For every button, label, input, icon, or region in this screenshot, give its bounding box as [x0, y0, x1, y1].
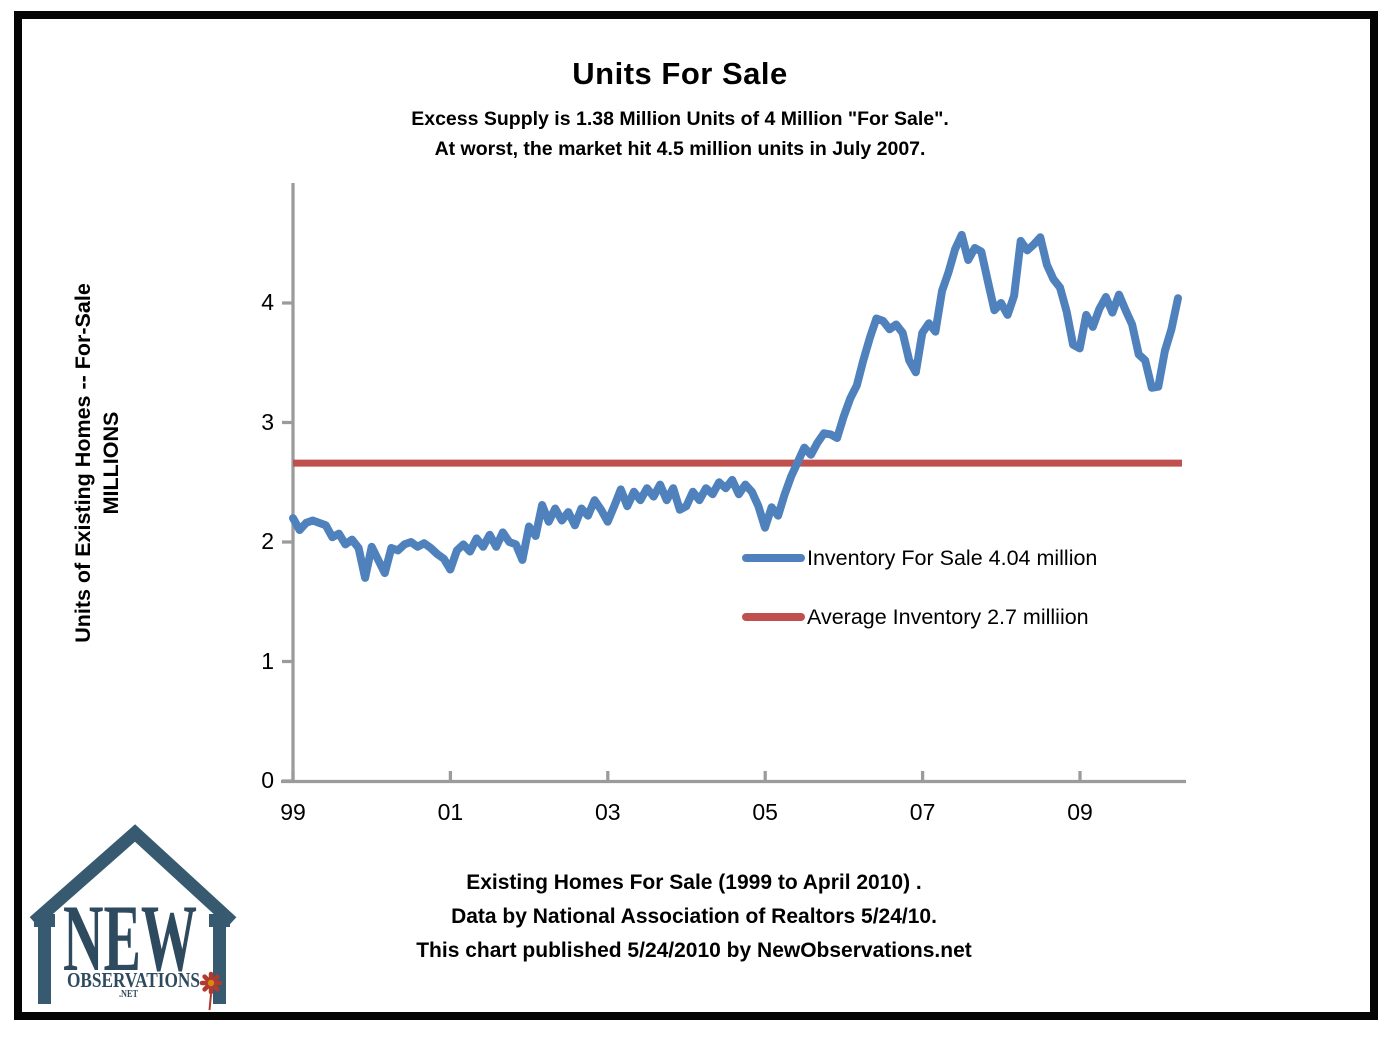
x-tick-07: 07: [909, 799, 936, 825]
y-tick-4: 4: [261, 289, 274, 315]
house-icon: [29, 824, 237, 1004]
chart-subtitle-2: At worst, the market hit 4.5 million uni…: [434, 138, 926, 160]
x-tick-09: 09: [1067, 799, 1093, 825]
legend-label-average: Average Inventory 2.7 milliion: [807, 604, 1089, 629]
chart-title: Units For Sale: [572, 56, 788, 91]
x-tick-05: 05: [752, 799, 778, 825]
x-tick-03: 03: [595, 799, 621, 825]
caption-line-1: Existing Homes For Sale (1999 to April 2…: [466, 871, 922, 894]
chart-subtitle-1: Excess Supply is 1.38 Million Units of 4…: [411, 108, 949, 130]
legend-item-inventory: Inventory For Sale 4.04 million: [742, 543, 1097, 573]
legend-swatch-inventory: [742, 554, 805, 562]
logo-word-new: NEW: [63, 885, 197, 991]
roof: [29, 824, 237, 927]
logo-word-net: .NET: [119, 989, 138, 1000]
y-tick-2: 2: [261, 528, 274, 554]
newobservations-logo: NEW OBSERVATIONS .NET: [29, 824, 237, 1011]
legend-label-inventory: Inventory For Sale 4.04 million: [807, 545, 1098, 570]
chart-header: Units For Sale Excess Supply is 1.38 Mil…: [0, 56, 1360, 164]
x-tick-01: 01: [437, 799, 464, 825]
legend-swatch-average: [742, 613, 805, 621]
logo-text: NEW OBSERVATIONS .NET: [63, 885, 200, 1000]
y-axis-ticks: [282, 301, 293, 783]
inventory-series-line: [289, 230, 1182, 582]
logo-word-observations: OBSERVATIONS: [67, 968, 200, 992]
walls: [34, 914, 230, 1004]
flower-icon: [199, 971, 223, 1011]
flower-stem: [208, 993, 212, 1011]
page-border-frame: [14, 11, 1378, 1020]
axes: [281, 183, 1186, 784]
y-tick-0: 0: [261, 767, 274, 793]
chart-caption: Existing Homes For Sale (1999 to April 2…: [0, 866, 1388, 968]
caption-line-3: This chart published 5/24/2010 by NewObs…: [416, 939, 972, 962]
caption-line-2: Data by National Association of Realtors…: [451, 905, 937, 928]
y-tick-1: 1: [261, 647, 274, 674]
x-tick-99: 99: [280, 799, 306, 825]
y-tick-3: 3: [261, 408, 274, 435]
legend-item-average: Average Inventory 2.7 milliion: [742, 602, 1089, 632]
x-axis-ticks: [291, 771, 1082, 781]
